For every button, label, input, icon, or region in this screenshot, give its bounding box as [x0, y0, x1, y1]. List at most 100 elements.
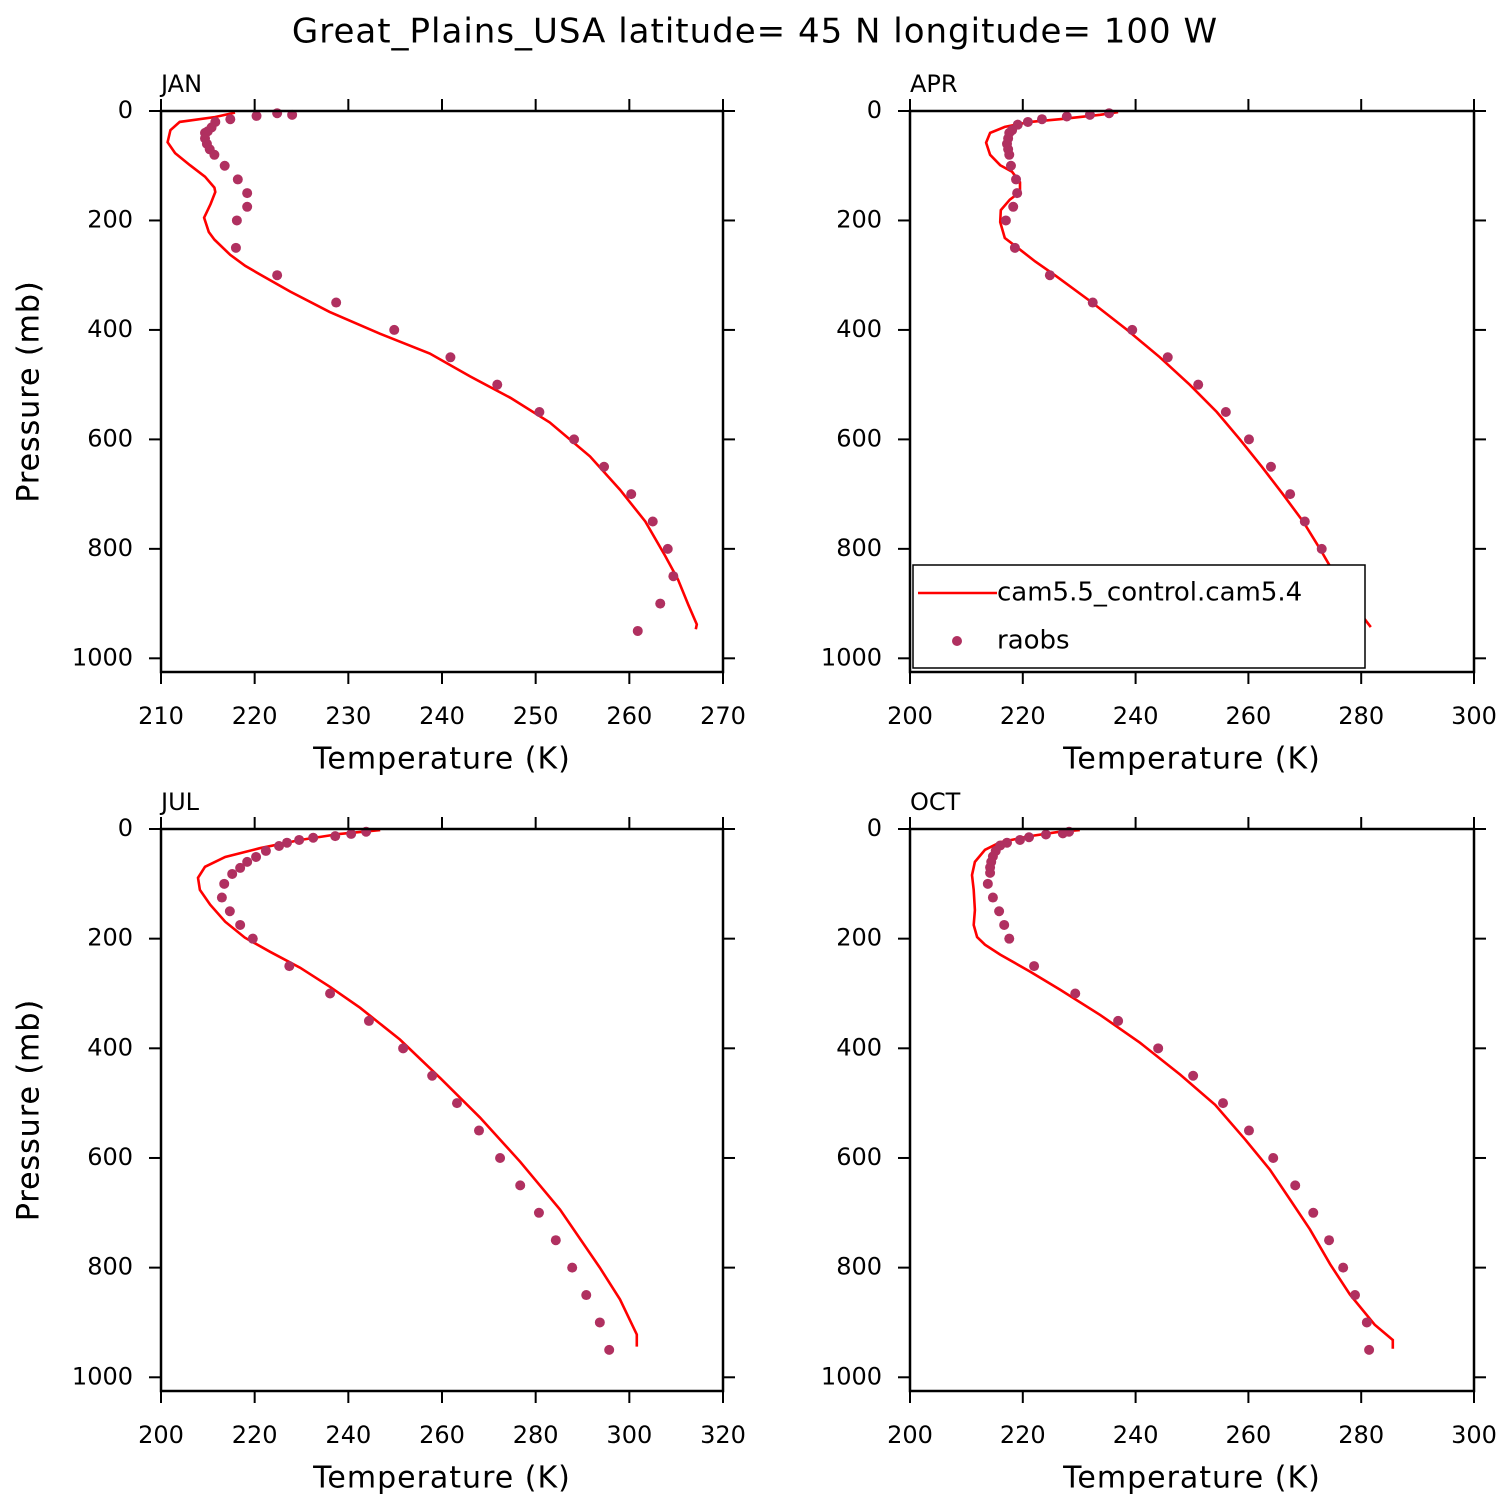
model-line [984, 110, 1372, 628]
obs-point [569, 434, 580, 445]
obs-point [1029, 961, 1040, 972]
obs-point [1285, 489, 1296, 500]
panel-title: APR [910, 70, 958, 98]
obs-point [1324, 1235, 1335, 1246]
x-tick-label: 240 [1113, 1421, 1159, 1449]
obs-point [251, 851, 262, 862]
obs-point [1220, 407, 1231, 418]
obs-point [1299, 516, 1310, 527]
obs-point [655, 598, 666, 609]
obs-point [994, 906, 1005, 917]
obs-point [550, 1235, 561, 1246]
y-tick-label: 800 [87, 534, 133, 562]
obs-point [247, 933, 258, 944]
plot-frame [908, 827, 1476, 1393]
y-tick-label: 800 [836, 1253, 882, 1281]
obs-point [1011, 174, 1022, 185]
obs-point [1004, 149, 1015, 160]
y-tick-label: 200 [87, 205, 133, 233]
y-axis-label: Pressure (mb) [12, 999, 47, 1221]
obs-point [1009, 242, 1020, 253]
x-tick-label: 300 [1451, 1421, 1497, 1449]
obs-point [1265, 461, 1276, 472]
obs-point [1338, 1262, 1349, 1273]
obs-point [985, 867, 996, 878]
obs-point [1349, 1290, 1360, 1301]
obs-point [626, 489, 637, 500]
obs-point [232, 174, 243, 185]
obs-point [363, 1015, 374, 1026]
obs-point [260, 845, 271, 856]
obs-point [445, 352, 456, 363]
obs-point [1024, 832, 1035, 843]
obs-point [219, 878, 230, 889]
y-axis-label: Pressure (mb) [12, 280, 47, 502]
y-tick-label: 400 [87, 315, 133, 343]
obs-point [219, 160, 230, 171]
y-tick-label: 600 [836, 424, 882, 452]
x-tick-label: 200 [138, 1421, 184, 1449]
y-tick-label: 600 [87, 424, 133, 452]
x-tick-label: 320 [700, 1421, 746, 1449]
panel-title: JAN [159, 70, 202, 98]
y-tick-label: 200 [836, 205, 882, 233]
x-tick-label: 200 [887, 1421, 933, 1449]
y-axis-label: Pressure (mb) [12, 280, 47, 502]
x-tick-label: 220 [232, 702, 278, 730]
x-axis-label: Temperature (K) [312, 742, 571, 777]
obs-point [1218, 1098, 1229, 1109]
y-tick-label: 0 [118, 96, 133, 124]
obs-point [1243, 434, 1254, 445]
x-tick-label: 260 [606, 702, 652, 730]
obs-point [567, 1262, 578, 1273]
x-tick-label: 260 [1225, 702, 1271, 730]
obs-point [1364, 1344, 1375, 1355]
x-tick-label: 240 [1113, 702, 1159, 730]
obs-point [1268, 1152, 1279, 1163]
y-tick-label: 200 [836, 924, 882, 952]
obs-point [594, 1317, 605, 1328]
x-tick-label: 280 [1338, 1421, 1384, 1449]
figure-title: Great_Plains_USA latitude= 45 N longitud… [292, 12, 1218, 52]
obs-point [331, 297, 342, 308]
x-tick-label: 260 [419, 1421, 465, 1449]
obs-point [1104, 108, 1115, 119]
obs-point [451, 1098, 462, 1109]
obs-point [599, 461, 610, 472]
obs-point [495, 1152, 506, 1163]
obs-point [398, 1043, 409, 1054]
x-tick-label: 300 [1451, 702, 1497, 730]
y-tick-label: 600 [87, 1143, 133, 1171]
obs-point [1127, 324, 1138, 335]
obs-point [235, 919, 246, 930]
y-tick-label: 400 [87, 1033, 133, 1061]
x-tick-label: 270 [700, 702, 746, 730]
obs-point [242, 188, 253, 199]
obs-point [581, 1290, 592, 1301]
obs-point [224, 906, 235, 917]
x-tick-label: 240 [419, 702, 465, 730]
y-tick-label: 1000 [821, 1362, 882, 1390]
obs-point [1113, 1015, 1124, 1026]
obs-point [272, 270, 283, 281]
model-line [166, 111, 699, 630]
obs-point [1162, 352, 1173, 363]
obs-point [251, 110, 262, 121]
obs-point [534, 407, 545, 418]
obs-point [230, 242, 241, 253]
obs-point [1014, 834, 1025, 845]
obs-point [242, 201, 253, 212]
obs-point [1290, 1180, 1301, 1191]
obs-point [209, 149, 220, 160]
obs-point [1188, 1070, 1199, 1081]
obs-point [308, 832, 319, 843]
obs-point [473, 1125, 484, 1136]
obs-point [1308, 1207, 1319, 1218]
obs-point [225, 114, 236, 125]
obs-point [1243, 1125, 1254, 1136]
y-tick-label: 1000 [821, 643, 882, 671]
x-tick-label: 200 [887, 702, 933, 730]
obs-point [330, 831, 341, 842]
x-axis-label: Temperature (K) [312, 1461, 571, 1496]
